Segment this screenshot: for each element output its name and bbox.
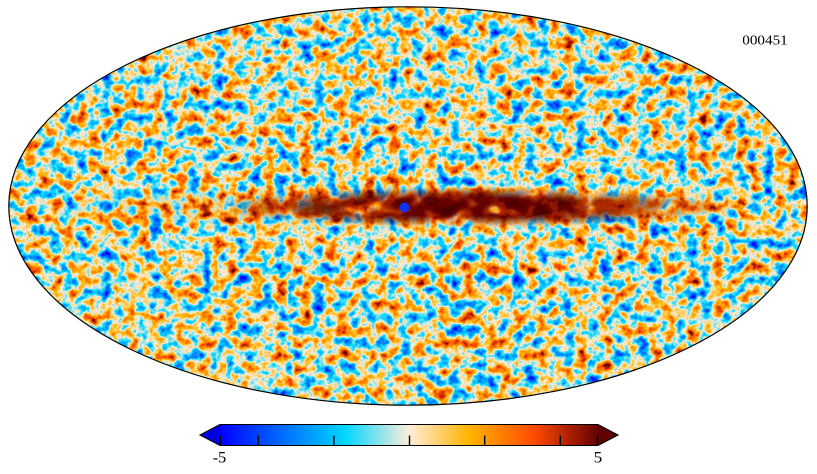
svg-text:5: 5 <box>594 450 603 467</box>
svg-text:-5: -5 <box>213 450 227 467</box>
svg-text:000451: 000451 <box>742 33 788 48</box>
